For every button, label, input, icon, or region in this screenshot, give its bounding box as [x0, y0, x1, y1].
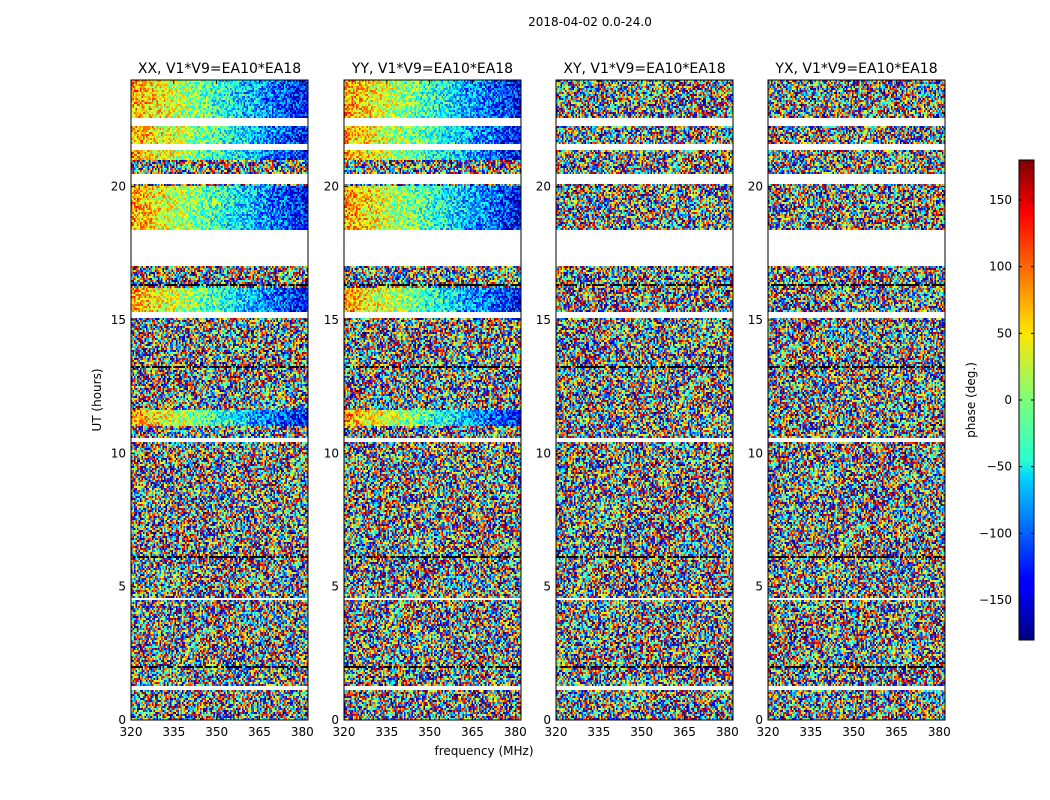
- x-tick-label: 320: [545, 725, 568, 739]
- colorbar-tick-label: 100: [989, 260, 1012, 274]
- colorbar-tick-label: −100: [979, 526, 1012, 540]
- panel-heatmap: [131, 80, 308, 720]
- y-tick-label: 0: [543, 713, 551, 727]
- panel-frame: [555, 79, 734, 721]
- y-tick-label: 20: [111, 180, 126, 194]
- y-tick-label: 10: [748, 446, 763, 460]
- colorbar-tick-label: 50: [997, 326, 1012, 340]
- y-tick-label: 0: [118, 713, 126, 727]
- y-tick-label: 5: [755, 580, 763, 594]
- panel-title: XX, V1*V9=EA10*EA18: [138, 61, 301, 77]
- panel-frame: [130, 79, 309, 721]
- y-tick-label: 10: [536, 446, 551, 460]
- panel-frame: [343, 79, 522, 721]
- x-tick-label: 350: [205, 725, 228, 739]
- y-tick-label: 10: [324, 446, 339, 460]
- y-tick-label: 15: [324, 313, 339, 327]
- colorbar-tick-label: 150: [989, 193, 1012, 207]
- y-tick-label: 5: [543, 580, 551, 594]
- y-tick-label: 10: [111, 446, 126, 460]
- x-tick-label: 365: [248, 725, 271, 739]
- panel-4: YX, V1*V9=EA10*EA18 320 335 350 365 380 0 5 10 15…: [748, 61, 951, 739]
- panels: XX, V1*V9=EA10*EA18 320 335 350 365 380 0 5 10 15…: [111, 61, 951, 739]
- x-tick-label: 380: [716, 725, 739, 739]
- y-axis-label: UT (hours): [90, 368, 104, 431]
- panel-title: YX, V1*V9=EA10*EA18: [774, 61, 937, 77]
- x-tick-label: 365: [885, 725, 908, 739]
- colorbar-ticks: 150 100 50 0 −50 −100 −150: [979, 193, 1034, 607]
- colorbar-tick-label: 0: [1004, 393, 1012, 407]
- x-tick-label: 350: [630, 725, 653, 739]
- x-tick-label: 335: [799, 725, 822, 739]
- x-tick-label: 365: [461, 725, 484, 739]
- y-tick-label: 20: [536, 180, 551, 194]
- colorbar-label: phase (deg.): [964, 362, 978, 438]
- panel-heatmap: [768, 80, 945, 720]
- colorbar-tick-label: −50: [987, 460, 1012, 474]
- y-tick-label: 15: [748, 313, 763, 327]
- y-tick-label: 0: [755, 713, 763, 727]
- y-tick-label: 0: [331, 713, 339, 727]
- x-tick-label: 335: [587, 725, 610, 739]
- colorbar-tick-label: −150: [979, 593, 1012, 607]
- panel-2: YY, V1*V9=EA10*EA18 320 335 350 365 380 0 5 10 15…: [324, 61, 527, 739]
- x-axis-label: frequency (MHz): [434, 744, 533, 758]
- panel-title: YY, V1*V9=EA10*EA18: [351, 61, 513, 77]
- panel-heatmap: [344, 80, 521, 720]
- x-tick-label: 365: [673, 725, 696, 739]
- panel-3: XY, V1*V9=EA10*EA18 320 335 350 365 380 0 5 10 15…: [536, 61, 739, 739]
- x-tick-label: 350: [418, 725, 441, 739]
- panel-heatmap: [556, 80, 733, 720]
- panel-title: XY, V1*V9=EA10*EA18: [563, 61, 725, 77]
- colorbar: 150 100 50 0 −50 −100 −150 phase (deg.): [964, 159, 1035, 641]
- y-tick-label: 20: [324, 180, 339, 194]
- y-tick-label: 15: [536, 313, 551, 327]
- x-tick-label: 320: [120, 725, 143, 739]
- x-tick-label: 380: [291, 725, 314, 739]
- x-tick-label: 320: [757, 725, 780, 739]
- x-tick-label: 380: [928, 725, 951, 739]
- figure-title: 2018-04-02 0.0-24.0: [528, 15, 652, 29]
- x-tick-label: 335: [162, 725, 185, 739]
- x-tick-label: 335: [375, 725, 398, 739]
- y-tick-label: 15: [111, 313, 126, 327]
- panel-frame: [767, 79, 946, 721]
- y-tick-label: 20: [748, 180, 763, 194]
- panel-1: XX, V1*V9=EA10*EA18 320 335 350 365 380 0 5 10 15…: [111, 61, 314, 739]
- x-tick-label: 380: [504, 725, 527, 739]
- y-tick-label: 5: [118, 580, 126, 594]
- y-tick-label: 5: [331, 580, 339, 594]
- x-tick-label: 320: [333, 725, 356, 739]
- x-tick-label: 350: [842, 725, 865, 739]
